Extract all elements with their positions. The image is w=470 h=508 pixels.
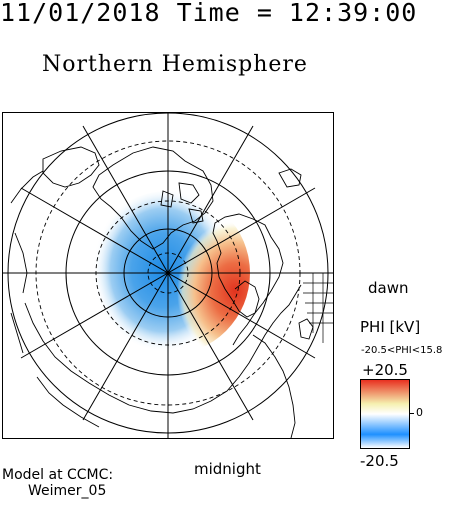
meridian-lines	[3, 113, 333, 438]
colorbar-zero-tick	[410, 413, 414, 414]
legend-max-value: +20.5	[362, 361, 408, 379]
plot-title: Northern Hemisphere	[42, 52, 308, 77]
alaska-coast	[42, 146, 100, 188]
positive-potential-cell	[177, 221, 250, 355]
model-credit-line2: Weimer_05	[28, 483, 107, 499]
greenland-coast	[212, 213, 284, 318]
meridian-150	[82, 125, 254, 421]
coastlines	[10, 146, 314, 438]
eurasia-coast	[24, 284, 302, 414]
model-credit-line1: Model at CCMC:	[2, 467, 114, 483]
potential-pattern	[93, 191, 250, 355]
polar-map-panel	[2, 112, 334, 439]
dawn-label: dawn	[368, 279, 409, 297]
legend-range: -20.5<PHI<15.8	[361, 345, 443, 356]
pacific-coast	[10, 170, 44, 204]
header-datetime: 11/01/2018 Time = 12:39:00	[0, 0, 418, 27]
legend-min-value: -20.5	[360, 452, 399, 470]
north-america-coast	[92, 146, 214, 250]
uk-coast	[298, 318, 314, 340]
polar-map	[3, 113, 333, 438]
colorbar	[360, 379, 410, 449]
siberia-coast	[10, 232, 100, 428]
arctic-islands	[160, 182, 204, 224]
legend-title: PHI [kV]	[360, 318, 421, 336]
western-europe-coast	[252, 334, 296, 438]
scandinavia-coast	[232, 280, 260, 346]
midnight-label: midnight	[194, 460, 261, 478]
edge-grid	[303, 273, 333, 343]
legend-zero-value: 0	[416, 406, 423, 419]
iceland-coast	[278, 168, 302, 188]
